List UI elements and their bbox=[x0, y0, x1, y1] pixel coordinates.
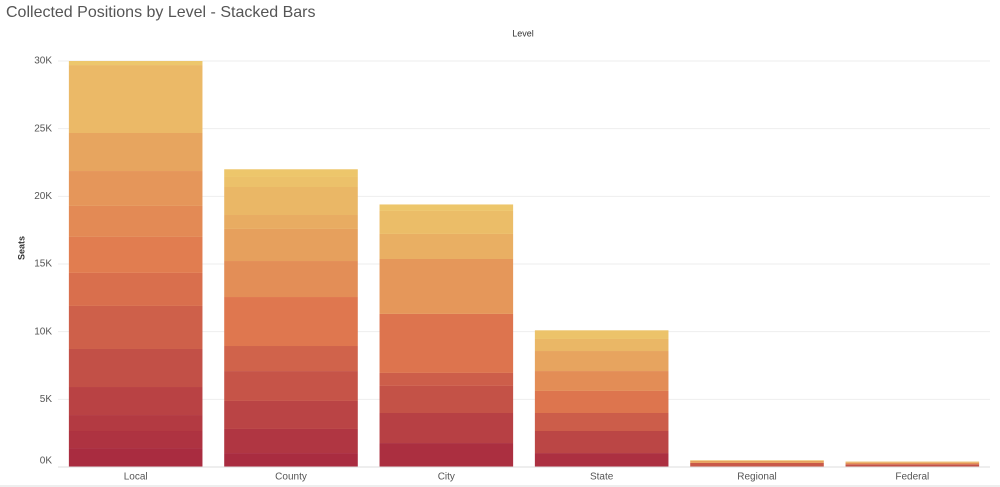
y-tick-label: 5K bbox=[40, 394, 53, 405]
bar-segment bbox=[68, 348, 203, 388]
y-tick-label: 25K bbox=[34, 123, 52, 134]
bar-segment bbox=[224, 261, 358, 298]
bar-segment bbox=[224, 428, 358, 454]
bar-segment bbox=[379, 372, 514, 386]
bar-segment bbox=[68, 65, 203, 133]
bar-segment bbox=[224, 228, 358, 262]
bar-segment bbox=[224, 297, 358, 347]
bar-segment bbox=[690, 462, 824, 467]
bar-segment bbox=[68, 132, 203, 172]
bar-segment bbox=[534, 453, 669, 467]
bar-segment bbox=[224, 169, 358, 177]
y-tick-label: 15K bbox=[34, 259, 52, 270]
y-tick-label: 10K bbox=[34, 326, 52, 337]
column-header: Level bbox=[512, 28, 534, 38]
bar-segment bbox=[68, 272, 203, 306]
bar-segment bbox=[224, 453, 358, 467]
bar-segment bbox=[224, 371, 358, 401]
y-tick-label: 0K bbox=[40, 456, 53, 467]
bar-segment bbox=[224, 215, 358, 229]
x-tick-label: City bbox=[438, 472, 455, 483]
bar-segment bbox=[534, 390, 669, 414]
bar-segment bbox=[690, 460, 824, 463]
bar-segment bbox=[845, 462, 980, 465]
bar-segment bbox=[224, 400, 358, 429]
bar-segment bbox=[534, 338, 669, 352]
bar-segment bbox=[379, 313, 514, 373]
bar-segment bbox=[68, 205, 203, 237]
bar-segment bbox=[68, 171, 203, 206]
bar-segment bbox=[534, 330, 669, 339]
bar-segment bbox=[379, 385, 514, 414]
bar-segment bbox=[690, 460, 824, 461]
bar-segment bbox=[534, 413, 669, 432]
x-tick-label: Local bbox=[124, 472, 148, 483]
y-axis-title: Seats bbox=[16, 236, 26, 260]
bar-segment bbox=[379, 233, 514, 259]
chart-title: Collected Positions by Level - Stacked B… bbox=[6, 4, 315, 21]
bar-segment bbox=[845, 461, 980, 463]
bar-segment bbox=[224, 176, 358, 187]
bar-segment bbox=[534, 431, 669, 454]
bar-segment bbox=[224, 346, 358, 372]
bar-segment bbox=[224, 186, 358, 216]
y-tick-label: 20K bbox=[34, 191, 52, 202]
bar-segment bbox=[379, 204, 514, 211]
bar-segment bbox=[534, 371, 669, 391]
bar-segment bbox=[68, 236, 203, 273]
x-tick-label: Regional bbox=[737, 472, 776, 483]
bar-segment bbox=[68, 305, 203, 349]
bar-segment bbox=[379, 210, 514, 234]
bar-segment bbox=[68, 415, 203, 432]
x-tick-label: Federal bbox=[895, 472, 929, 483]
bar-segment bbox=[68, 431, 203, 449]
x-tick-label: County bbox=[275, 472, 307, 483]
bar-segment bbox=[68, 387, 203, 416]
bar-segment bbox=[379, 258, 514, 314]
bar-segment bbox=[379, 443, 514, 467]
bar-segment bbox=[534, 351, 669, 372]
y-tick-label: 30K bbox=[34, 56, 52, 67]
bar-segment bbox=[845, 464, 980, 467]
bar-segment bbox=[68, 61, 203, 66]
bar-segment bbox=[68, 448, 203, 467]
bar-segment bbox=[379, 413, 514, 444]
x-tick-label: State bbox=[590, 472, 614, 483]
